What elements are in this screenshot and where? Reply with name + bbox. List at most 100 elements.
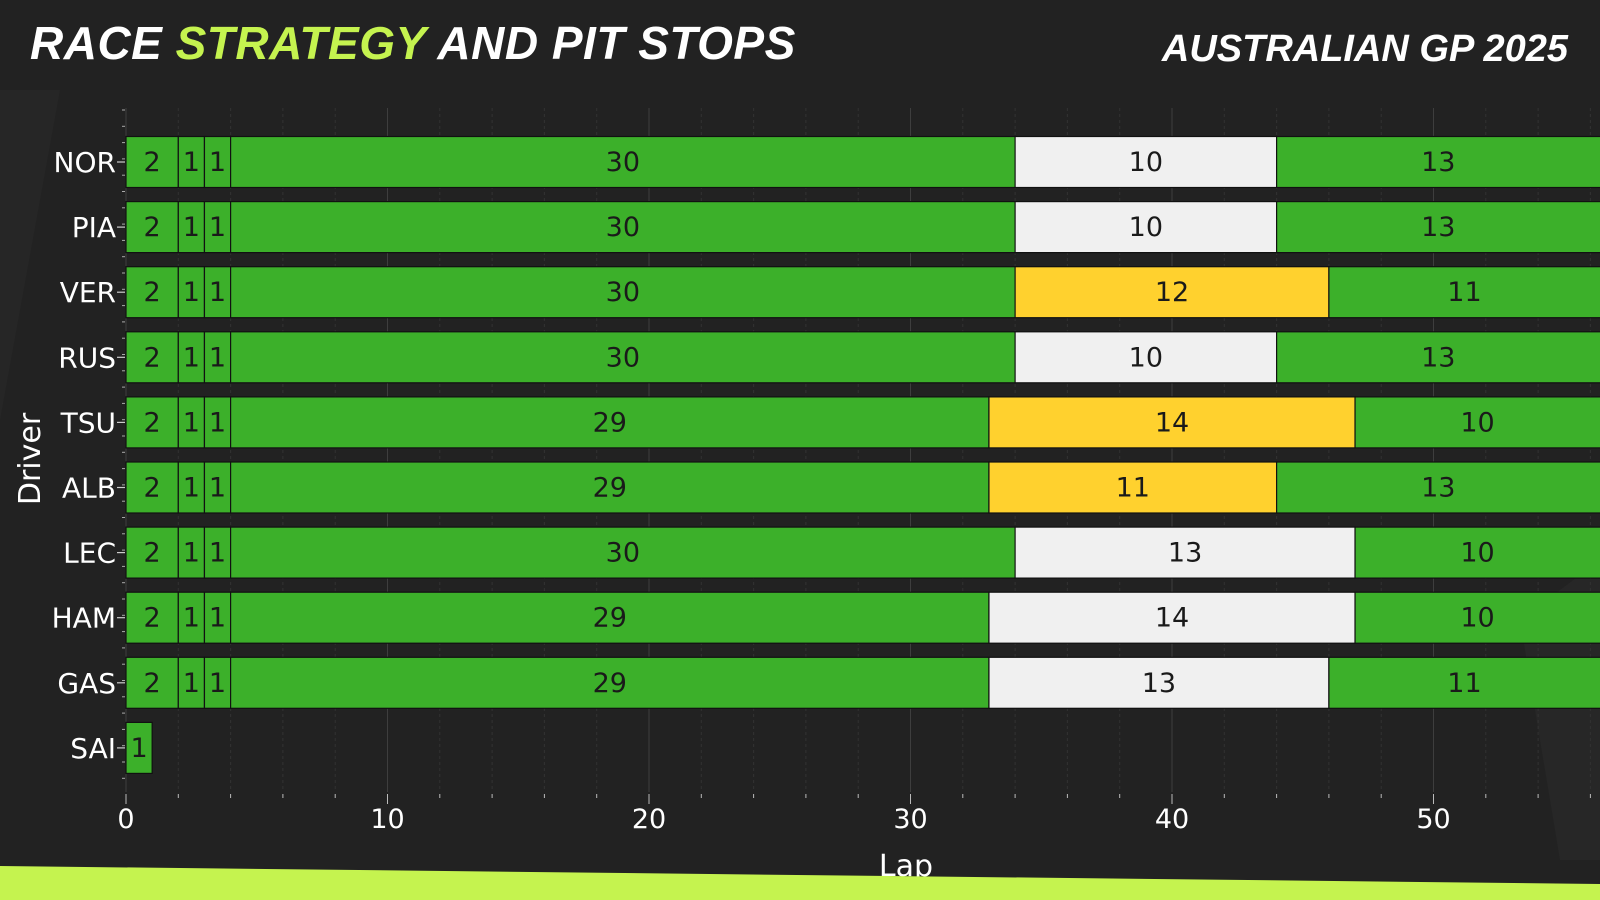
background-stripe [0,90,60,420]
stint-bar [125,201,179,254]
stint-bar [125,266,179,319]
stint-label: 11 [1447,277,1481,308]
stint-bar [125,461,179,514]
stint-label: 29 [593,473,627,504]
driver-row-tsu: 2 1 1 29 14 10 [125,396,1600,449]
stint-label: 2 [144,538,161,569]
driver-row-ham: 2 1 1 29 14 10 [125,591,1600,644]
stint-bar [203,135,232,189]
stint-label: 1 [183,147,200,178]
driver-label: ALB [62,472,116,505]
accent-band [0,866,1600,900]
driver-label: LEC [63,537,116,570]
stint-label: 1 [130,733,147,764]
stint-bar [1328,266,1600,319]
axes-layer: Lap Driver 0 10 20 30 40 50NORPIAVERRUSTSUALB… [13,109,1591,884]
stint-label: 11 [1447,668,1481,699]
x-tick-label: 30 [893,804,927,835]
stint-bar [988,461,1278,514]
driver-row-gas: 2 1 1 29 13 11 [125,656,1600,709]
driver-label: TSU [60,406,116,439]
stint-bar [125,721,153,775]
stint-bar [1354,396,1600,449]
stint-label: 2 [144,342,161,373]
stint-bar [1014,266,1330,319]
driver-row-lec: 2 1 1 30 13 10 [125,526,1600,579]
stint-label: 29 [593,407,627,438]
stint-label: 1 [183,668,200,699]
stint-bar [177,656,206,709]
stint-label: 30 [606,212,640,243]
title-part-1: RACE [30,17,176,69]
stint-label: 13 [1142,668,1176,699]
x-tick-label: 10 [370,804,404,835]
stint-bar [1354,591,1600,644]
stint-bar [230,201,1016,254]
stint-bar [177,526,206,579]
stint-bar [988,591,1356,644]
stint-label: 1 [183,342,200,373]
stint-label: 1 [209,473,226,504]
stint-label: 1 [209,212,226,243]
x-tick-label: 0 [117,804,134,835]
stint-bar [988,656,1330,709]
stint-bar [230,266,1016,319]
stint-bar [203,201,232,254]
driver-label: GAS [57,667,116,700]
stint-label: 2 [144,473,161,504]
stint-label: 12 [1155,277,1189,308]
stint-bar [230,526,1016,579]
x-tick-label: 20 [632,804,666,835]
stint-bar [1014,331,1278,384]
stint-label: 14 [1155,603,1189,634]
stint-label: 1 [209,277,226,308]
stint-bar [125,656,179,709]
driver-label: NOR [54,146,116,179]
driver-row-rus: 2 1 1 30 10 13 [125,331,1600,384]
stint-label: 1 [183,538,200,569]
stint-bar [177,591,206,644]
driver-label: SAI [70,732,116,765]
stint-label: 1 [183,407,200,438]
driver-row-nor: 2 1 1 30 10 13 [125,135,1600,189]
stint-bar [230,331,1016,384]
x-tick-label: 50 [1416,804,1450,835]
stint-label: 30 [606,147,640,178]
stint-label: 1 [209,538,226,569]
stint-label: 2 [144,212,161,243]
stint-label: 13 [1421,212,1455,243]
stint-label: 2 [144,277,161,308]
stint-label: 1 [209,147,226,178]
driver-label: VER [60,276,116,309]
stint-label: 10 [1460,407,1494,438]
y-axis-label: Driver [13,412,48,505]
stint-bar [1014,201,1278,254]
stint-bar [177,331,206,384]
stint-label: 2 [144,147,161,178]
stint-label: 1 [183,212,200,243]
stint-label: 29 [593,603,627,634]
stint-bar [1275,461,1600,514]
stint-label: 13 [1421,342,1455,373]
stint-bar [1354,526,1600,579]
stint-bar [203,331,232,384]
stint-label: 13 [1168,538,1202,569]
driver-row-pia: 2 1 1 30 10 13 [125,201,1600,254]
stint-label: 29 [593,668,627,699]
stint-bar [125,331,179,384]
stint-label: 10 [1129,212,1163,243]
stint-bar [230,135,1016,189]
stint-label: 1 [183,277,200,308]
stint-bar [125,135,179,189]
stint-bar [177,461,206,514]
driver-row-alb: 2 1 1 29 11 13 [125,461,1600,514]
stint-bar [177,396,206,449]
stint-bar [1328,656,1600,709]
stint-bar [125,591,179,644]
stint-label: 30 [606,277,640,308]
stint-label: 1 [209,342,226,373]
page-title: RACE STRATEGY AND PIT STOPS [30,16,796,70]
stint-label: 10 [1129,342,1163,373]
bars-layer: 2 1 1 30 10 132 1 1 30 10 132 1 1 30 12 112 1 1 30 10 132 1 1 2… [125,135,1600,775]
title-part-2: AND PIT STOPS [425,17,796,69]
